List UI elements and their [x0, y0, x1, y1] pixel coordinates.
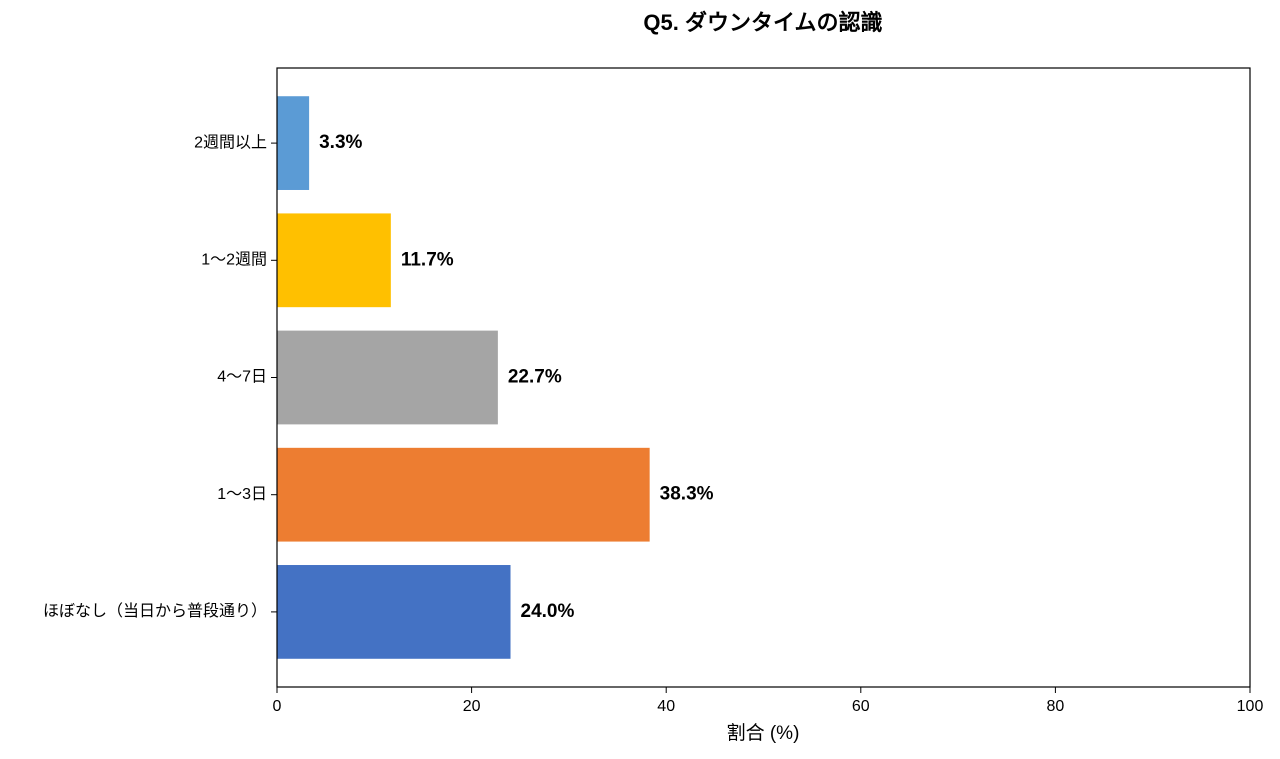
y-tick-label: 1〜3日: [217, 486, 267, 503]
x-tick-label: 100: [1237, 698, 1264, 715]
y-tick-label: 4〜7日: [217, 369, 267, 386]
x-tick-label: 80: [1047, 698, 1065, 715]
value-label: 22.7%: [508, 367, 562, 388]
x-tick-label: 20: [463, 698, 481, 715]
chart-title: Q5. ダウンタイムの認識: [643, 10, 882, 35]
y-tick-label: ほぼなし（当日から普段通り）: [43, 602, 267, 620]
x-tick-label: 40: [657, 698, 675, 715]
x-axis-label: 割合 (%): [727, 722, 800, 744]
y-tick-label: 1〜2週間: [201, 251, 267, 269]
bar: [277, 565, 511, 659]
x-tick-label: 0: [273, 698, 282, 715]
value-label: 11.7%: [401, 249, 454, 270]
bar: [277, 213, 391, 308]
value-label: 24.0%: [521, 601, 575, 622]
plot-frame: [276, 67, 1251, 688]
bar: [277, 330, 498, 425]
y-tick-label: 2週間以上: [194, 133, 267, 151]
bar: [277, 447, 650, 542]
bar: [277, 96, 310, 190]
value-label: 3.3%: [319, 132, 362, 153]
x-tick-label: 60: [852, 698, 870, 715]
value-label: 38.3%: [660, 484, 714, 505]
